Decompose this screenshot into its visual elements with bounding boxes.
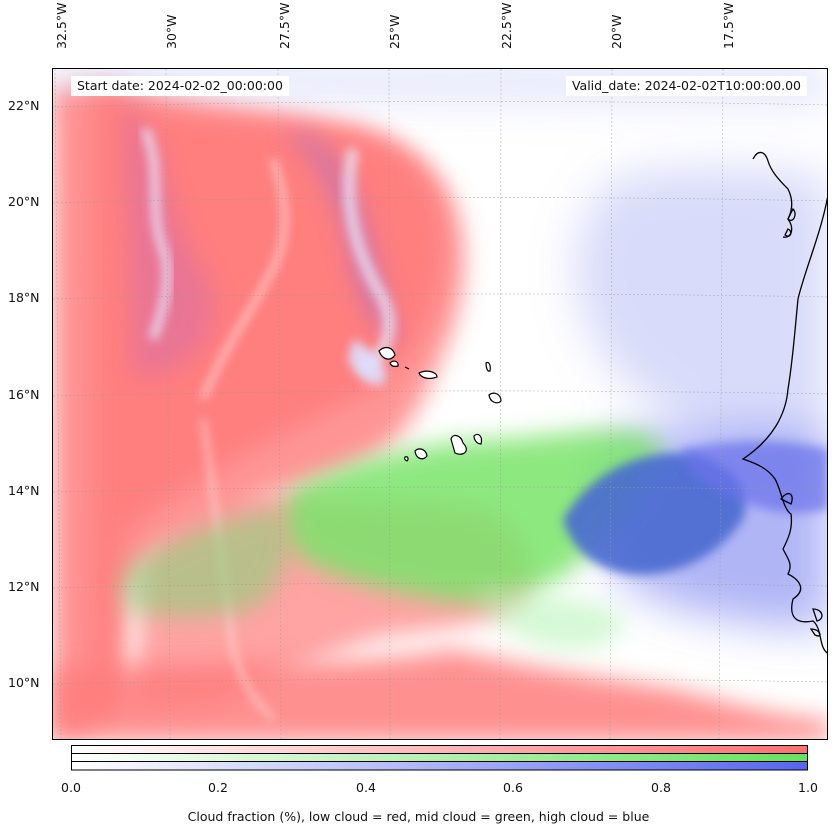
lat-label-22n: 22°N <box>8 98 40 113</box>
lon-label-17-5w: 17.5°W <box>721 2 736 49</box>
colorbar-caption: Cloud fraction (%), low cloud = red, mid… <box>187 809 650 824</box>
cape-verde-islands <box>378 346 502 462</box>
colorbar-tick-0-2: 0.2 <box>208 780 228 795</box>
colorbar-mid-cloud <box>71 753 808 762</box>
lon-label-27-5w: 27.5°W <box>277 2 292 49</box>
cloud-fraction-map[interactable]: Start date: 2024-02-02_00:00:00 Valid_da… <box>52 68 828 740</box>
colorbar-tick-0-6: 0.6 <box>503 780 523 795</box>
lon-label-25w: 25°W <box>387 14 402 49</box>
lat-label-12n: 12°N <box>8 579 40 594</box>
lat-label-10n: 10°N <box>8 675 40 690</box>
map-canvas <box>53 69 827 739</box>
lat-label-18n: 18°N <box>8 290 40 305</box>
mid-cloud-layer <box>123 430 663 649</box>
lon-label-30w: 30°W <box>164 14 179 49</box>
lon-label-32-5w: 32.5°W <box>54 2 69 49</box>
lon-label-22-5w: 22.5°W <box>499 2 514 49</box>
colorbar-low-cloud <box>71 745 808 754</box>
lat-label-16n: 16°N <box>8 387 40 402</box>
lon-label-20w: 20°W <box>609 14 624 49</box>
lat-label-20n: 20°N <box>8 194 40 209</box>
valid-date-label: Valid_date: 2024-02-02T10:00:00.00 <box>565 76 807 96</box>
graticule <box>53 69 827 739</box>
colorbar-high-cloud <box>71 761 808 771</box>
colorbar-tick-0-4: 0.4 <box>356 780 376 795</box>
colorbar-tick-0-8: 0.8 <box>651 780 671 795</box>
colorbar-tick-0: 0.0 <box>61 780 81 795</box>
cloud-fraction-colorbar <box>71 745 808 771</box>
lat-label-14n: 14°N <box>8 483 40 498</box>
colorbar-tick-1: 1.0 <box>798 780 818 795</box>
coastline <box>741 151 827 654</box>
start-date-label: Start date: 2024-02-02_00:00:00 <box>71 76 289 96</box>
